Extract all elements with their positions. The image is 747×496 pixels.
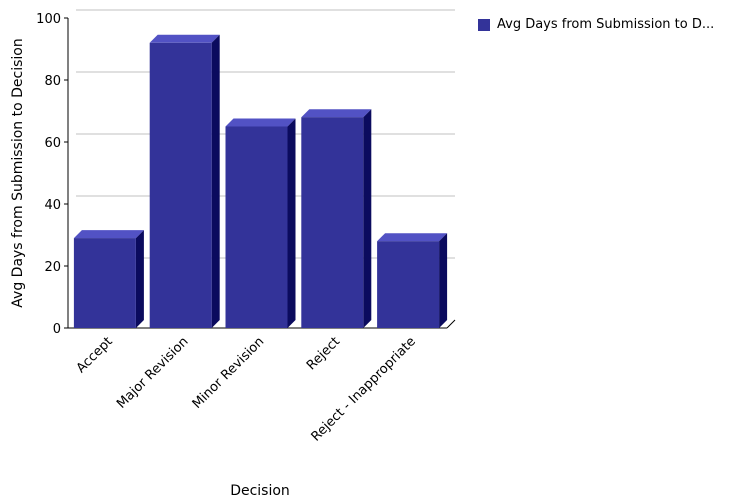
bar-side-face	[363, 109, 372, 328]
bar	[73, 230, 144, 328]
bar	[149, 34, 220, 329]
bar-front-face	[377, 241, 440, 328]
legend-label: Avg Days from Submission to D...	[497, 17, 715, 32]
y-tick-label: 60	[44, 136, 61, 151]
x-tick-label: Major Revision	[114, 334, 191, 411]
bar-side-face	[439, 233, 448, 328]
y-tick-label: 80	[44, 74, 61, 89]
y-tick-label: 100	[36, 12, 61, 27]
bar-top-face	[73, 230, 144, 239]
bar-top-face	[225, 118, 296, 127]
bar-side-face	[287, 118, 296, 328]
x-tick-label: Accept	[74, 334, 116, 376]
bar	[301, 109, 372, 328]
legend: Avg Days from Submission to D...	[478, 17, 714, 32]
x-axis-depth-line	[446, 319, 456, 329]
bar-front-face	[149, 42, 212, 329]
x-tick-label: Reject	[304, 334, 343, 373]
y-tick-label: 20	[44, 260, 61, 275]
bar	[377, 233, 448, 328]
bar-side-face	[135, 230, 144, 328]
bar-top-face	[301, 109, 372, 118]
bar-front-face	[73, 238, 136, 328]
x-tick-label: Minor Revision	[190, 334, 268, 412]
x-axis-title: Decision	[230, 483, 290, 496]
legend-swatch	[478, 18, 490, 31]
y-tick-label: 0	[53, 322, 61, 337]
bar-top-face	[149, 34, 220, 43]
bar-front-face	[301, 117, 364, 328]
y-axis-title: Avg Days from Submission to Decision	[10, 38, 26, 307]
bar	[225, 118, 296, 328]
bar-front-face	[225, 126, 288, 328]
bar-top-face	[377, 233, 448, 242]
bar-side-face	[211, 34, 220, 329]
y-tick-label: 40	[44, 198, 61, 213]
